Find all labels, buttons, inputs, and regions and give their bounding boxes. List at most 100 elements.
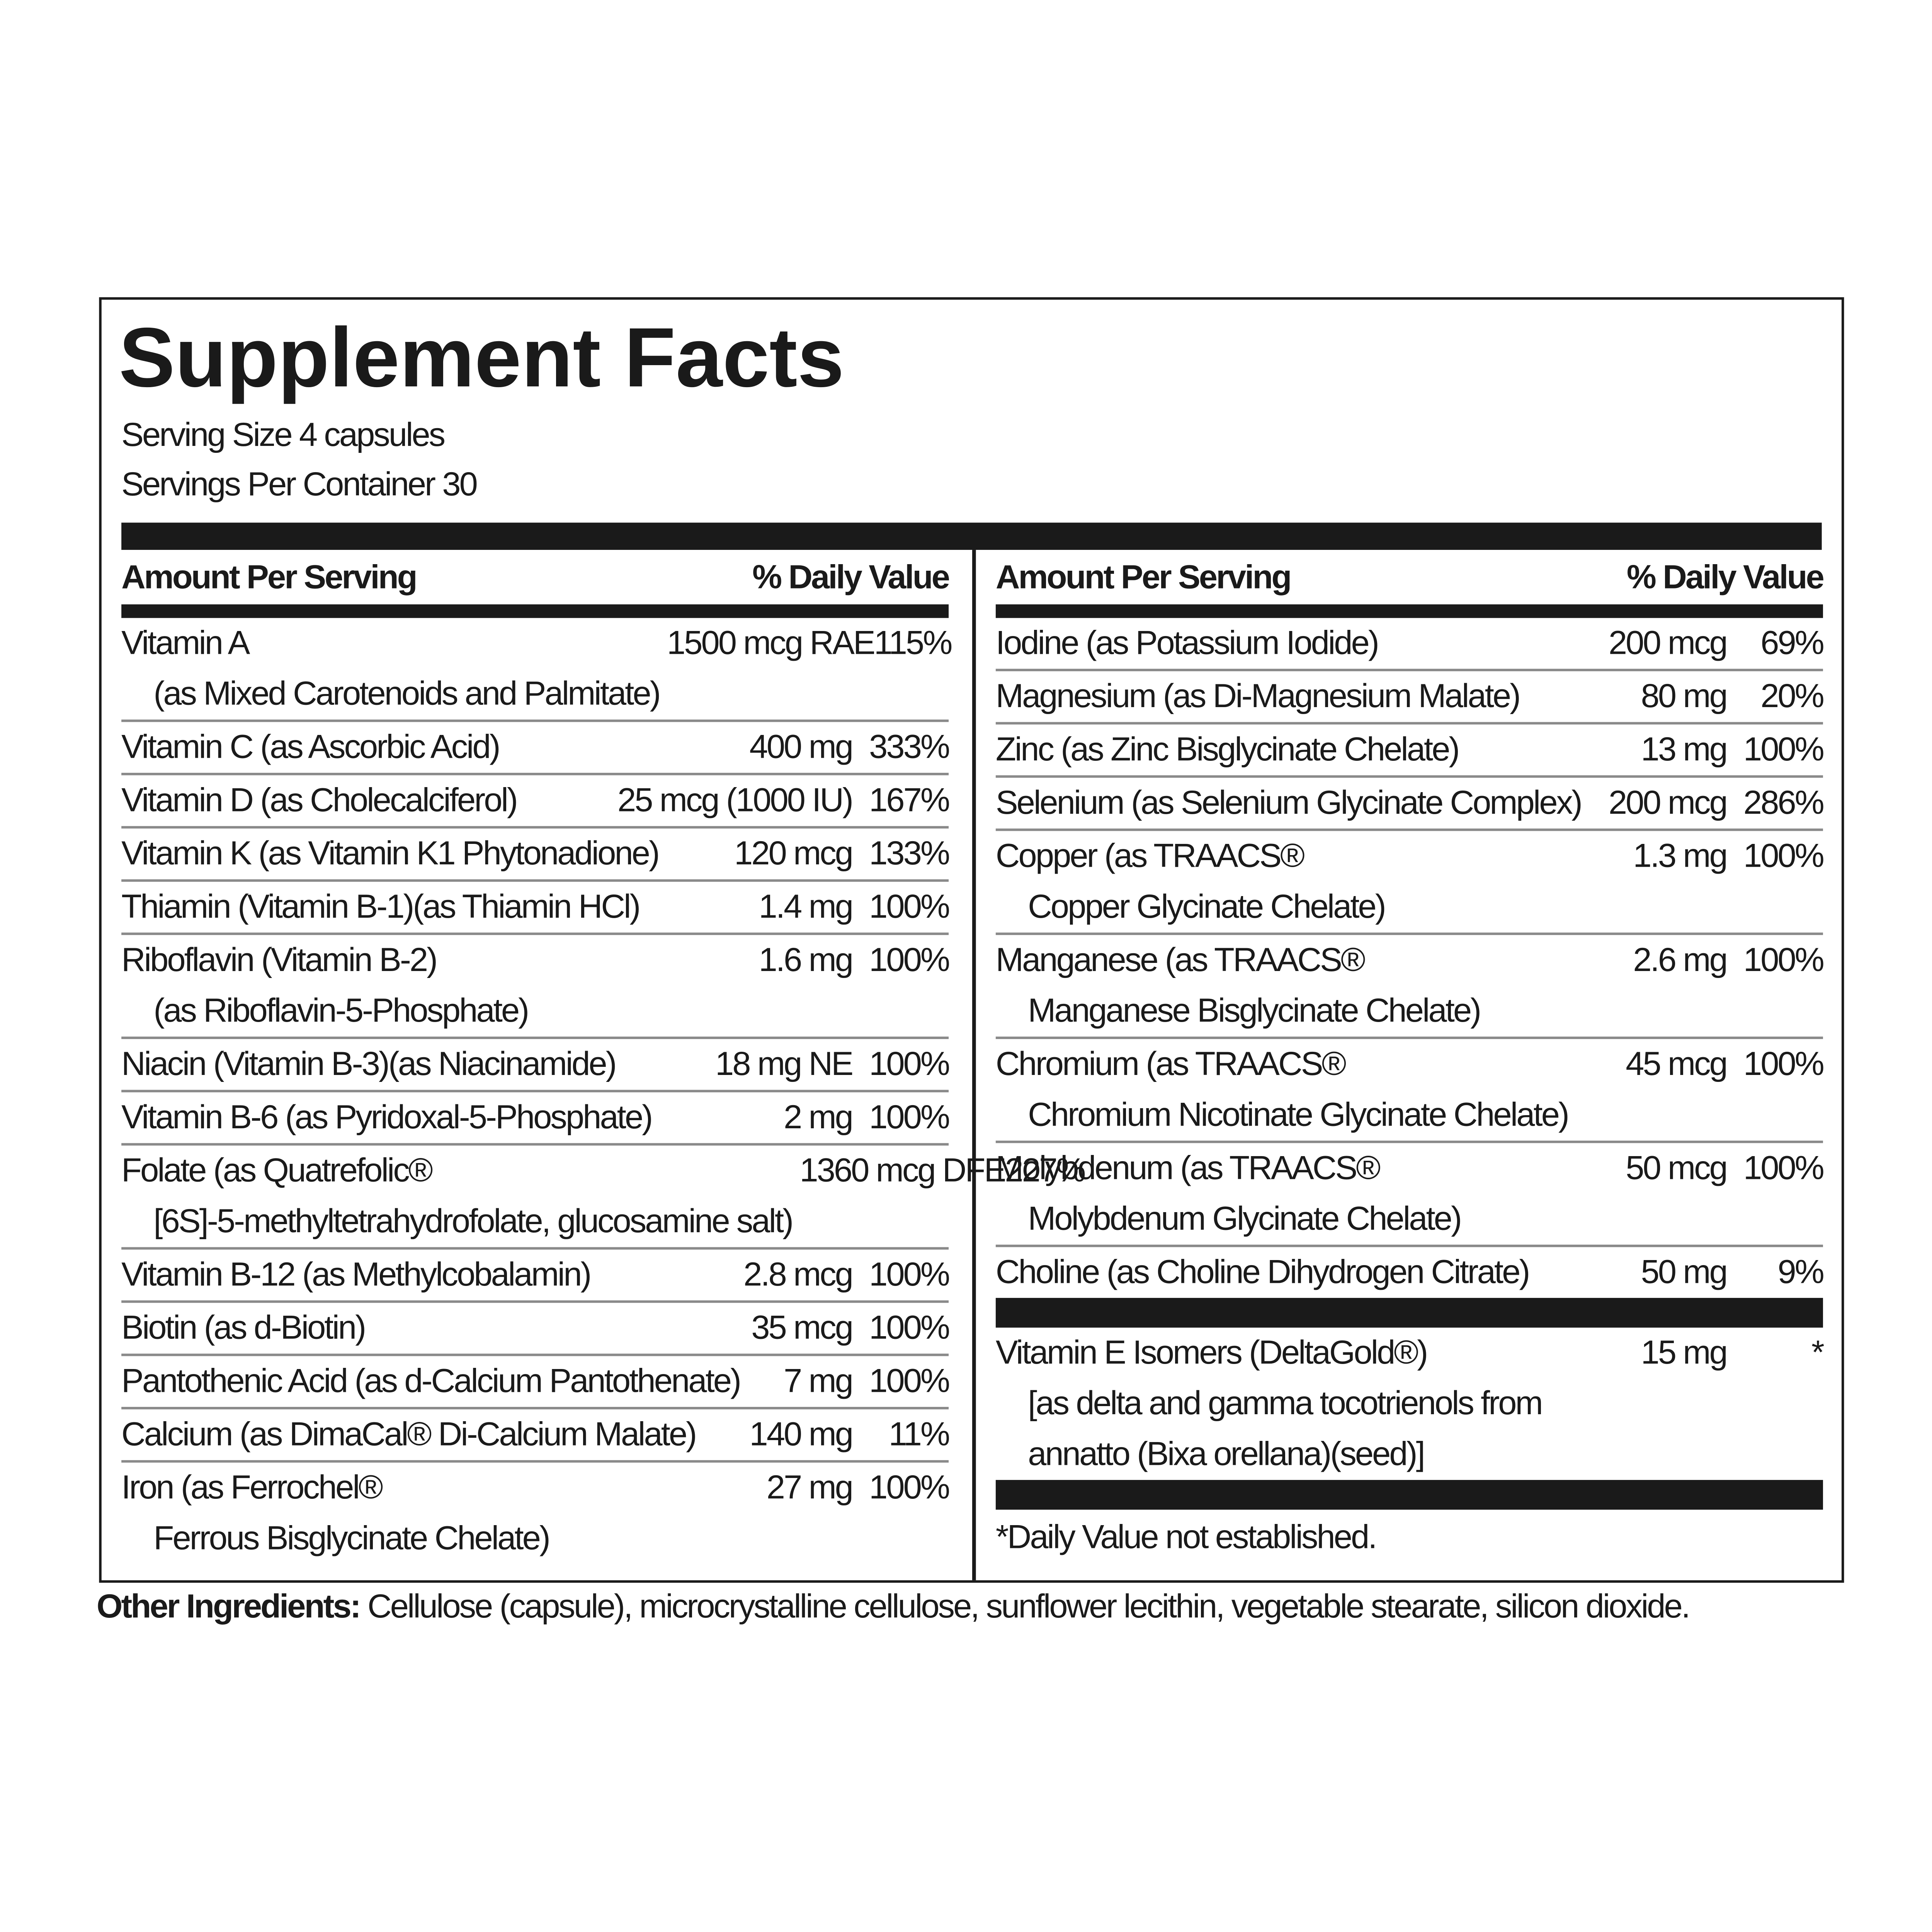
dv-header: % Daily Value [752, 558, 950, 596]
nutrient-name-line: (as Riboflavin-5-Phosphate) [153, 992, 529, 1029]
column-header: Amount Per Serving % Daily Value [121, 550, 950, 618]
other-ingredients-text: Cellulose (capsule), microcrystalline ce… [367, 1587, 1690, 1625]
nutrient-name: Vitamin K (as Vitamin K1 Phytonadione) [121, 828, 727, 879]
nutrient-row: Selenium (as Selenium Glycinate Complex)… [995, 778, 1825, 831]
nutrient-row: Vitamin K (as Vitamin K1 Phytonadione) 12… [121, 828, 950, 882]
daily-value: 100% [1743, 941, 1825, 979]
daily-value: 115% [874, 624, 952, 662]
amount: 27 mg [766, 1469, 854, 1506]
other-ingredients: Other Ingredients: Cellulose (capsule), … [96, 1587, 1690, 1626]
daily-value: 100% [869, 941, 950, 979]
nutrient-name: Niacin (Vitamin B-3)(as Niacinamide) [121, 1039, 708, 1090]
nutrient-name-line: [as delta and gamma tocotrienols from [1028, 1384, 1543, 1422]
nutrient-row: Zinc (as Zinc Bisglycinate Chelate) 13 mg… [995, 724, 1825, 778]
nutrient-name-line: Iodine (as Potassium Iodide) [995, 624, 1379, 662]
nutrient-name-line: [6S]-5-methyltetrahydrofolate, glucosami… [153, 1202, 794, 1240]
daily-value: 9% [1777, 1253, 1825, 1291]
daily-value: 100% [1743, 837, 1825, 874]
nutrient-name-line: Ferrous Bisglycinate Chelate) [153, 1519, 550, 1557]
nutrient-name: Biotin (as d-Biotin) [121, 1303, 744, 1354]
nutrient-name: Pantothenic Acid (as d-Calcium Pantothen… [121, 1356, 776, 1407]
nutrient-row: Copper (as TRAACS® Copper Glycinate Chela… [995, 831, 1825, 935]
nutrient-name-line: Vitamin C (as Ascorbic Acid) [121, 728, 501, 765]
dv-header: % Daily Value [1626, 558, 1825, 596]
nutrient-name-line: Molybdenum Glycinate Chelate) [1028, 1200, 1462, 1237]
nutrient-row: Thiamin (Vitamin B-1)(as Thiamin HCl) 1.4… [121, 882, 950, 935]
amount: 120 mcg [734, 835, 854, 872]
daily-value: 100% [869, 1309, 950, 1346]
amount: 1360 mcg DFE [799, 1151, 1006, 1189]
amount: 1.6 mg [759, 941, 854, 979]
nutrient-row: Vitamin A (as Mixed Carotenoids and Palmi… [121, 618, 952, 722]
nutrient-row: Magnesium (as Di-Magnesium Malate) 80 mg 2… [995, 671, 1825, 724]
nutrient-row: Riboflavin (Vitamin B-2) (as Riboflavin-5… [121, 935, 950, 1039]
nutrient-name: Manganese (as TRAACS® Manganese Bisglycin… [996, 935, 1626, 1037]
nutrient-row: Folate (as Quatrefolic® [6S]-5-methyltetr… [121, 1146, 1086, 1250]
supplement-facts-panel: Supplement Facts Serving Size 4 capsules… [99, 297, 1844, 1583]
nutrient-name: Iron (as Ferrochel® Ferrous Bisglycinate … [121, 1463, 759, 1564]
nutrient-name-line: Vitamin B-12 (as Methylcobalamin) [121, 1255, 592, 1293]
nutrient-name-line: Manganese Bisglycinate Chelate) [1028, 992, 1481, 1029]
thick-bar [995, 1298, 1823, 1328]
daily-value: 133% [869, 835, 950, 872]
daily-value: * [1811, 1333, 1825, 1371]
daily-value: 100% [869, 1469, 950, 1506]
daily-value: 286% [1743, 784, 1825, 821]
nutrient-row: Choline (as Choline Dihydrogen Citrate) 5… [996, 1247, 1825, 1298]
nutrient-name-line: Folate (as Quatrefolic® [121, 1151, 433, 1189]
nutrient-row: Biotin (as d-Biotin) 35 mcg 100% [121, 1303, 950, 1356]
nutrient-name-line: Copper Glycinate Chelate) [1028, 888, 1386, 925]
title: Supplement Facts [119, 311, 844, 405]
nutrient-name-line: Molybdenum (as TRAACS® [995, 1149, 1381, 1187]
daily-value: 100% [869, 1362, 950, 1400]
other-ingredients-label: Other Ingredients: [96, 1587, 361, 1625]
nutrient-name-line: Magnesium (as Di-Magnesium Malate) [995, 677, 1521, 715]
daily-value: 100% [869, 888, 950, 925]
daily-value: 69% [1760, 624, 1825, 662]
nutrient-name-line: Zinc (as Zinc Bisglycinate Chelate) [995, 731, 1460, 768]
nutrient-row: Calcium (as DimaCal® Di-Calcium Malate) 1… [121, 1409, 950, 1463]
daily-value: 227% [1005, 1151, 1086, 1189]
nutrient-name: Thiamin (Vitamin B-1)(as Thiamin HCl) [121, 882, 751, 932]
nutrient-name: Magnesium (as Di-Magnesium Malate) [996, 671, 1633, 722]
serving-size: Serving Size 4 capsules [121, 416, 446, 454]
amount-header: Amount Per Serving [995, 558, 1292, 596]
nutrient-name-line: Biotin (as d-Biotin) [121, 1309, 366, 1346]
nutrient-name-line: Vitamin K (as Vitamin K1 Phytonadione) [121, 835, 660, 872]
daily-value: 167% [869, 781, 950, 819]
nutrient-name-line: Thiamin (Vitamin B-1)(as Thiamin HCl) [121, 888, 641, 925]
nutrient-row: Iron (as Ferrochel® Ferrous Bisglycinate … [121, 1463, 950, 1564]
footnote: *Daily Value not established. [995, 1518, 1378, 1556]
nutrient-row: Pantothenic Acid (as d-Calcium Pantothen… [121, 1356, 950, 1410]
amount: 35 mcg [751, 1309, 854, 1346]
nutrient-name: Vitamin C (as Ascorbic Acid) [121, 722, 742, 773]
amount: 15 mg [1641, 1333, 1728, 1371]
amount: 50 mg [1641, 1253, 1728, 1291]
servings-per-container: Servings Per Container 30 [121, 466, 478, 503]
amount: 7 mg [784, 1362, 854, 1400]
amount: 18 mg NE [715, 1045, 854, 1083]
nutrient-name-line: Riboflavin (Vitamin B-2) [121, 941, 438, 979]
nutrient-row: Vitamin D (as Cholecalciferol) 25 mcg (10… [121, 775, 950, 829]
nutrient-row: Vitamin B-12 (as Methylcobalamin) 2.8 mcg… [121, 1250, 950, 1303]
daily-value: 100% [1743, 1045, 1825, 1083]
nutrient-name-line: Vitamin B-6 (as Pyridoxal-5-Phosphate) [121, 1098, 653, 1136]
nutrient-row: Niacin (Vitamin B-3)(as Niacinamide) 18 m… [121, 1039, 950, 1092]
nutrient-name-line: Copper (as TRAACS® [995, 837, 1305, 874]
nutrient-name: Choline (as Choline Dihydrogen Citrate) [996, 1247, 1633, 1298]
nutrient-name-line: Niacin (Vitamin B-3)(as Niacinamide) [121, 1045, 617, 1083]
nutrient-row: Vitamin C (as Ascorbic Acid) 400 mg 333% [121, 722, 950, 776]
nutrient-name: Vitamin D (as Cholecalciferol) [121, 775, 610, 826]
amount: 80 mg [1641, 677, 1728, 715]
daily-value: 20% [1760, 677, 1825, 715]
nutrient-name-line: Calcium (as DimaCal® Di-Calcium Malate) [121, 1415, 697, 1453]
nutrient-name: Chromium (as TRAACS® Chromium Nicotinate … [996, 1039, 1618, 1141]
amount: 25 mcg (1000 IU) [617, 781, 854, 819]
amount: 13 mg [1641, 731, 1728, 768]
amount: 50 mcg [1626, 1149, 1728, 1187]
daily-value: 100% [869, 1045, 950, 1083]
amount: 2 mg [784, 1098, 854, 1136]
nutrient-row: Vitamin B-6 (as Pyridoxal-5-Phosphate) 2 … [121, 1092, 950, 1146]
